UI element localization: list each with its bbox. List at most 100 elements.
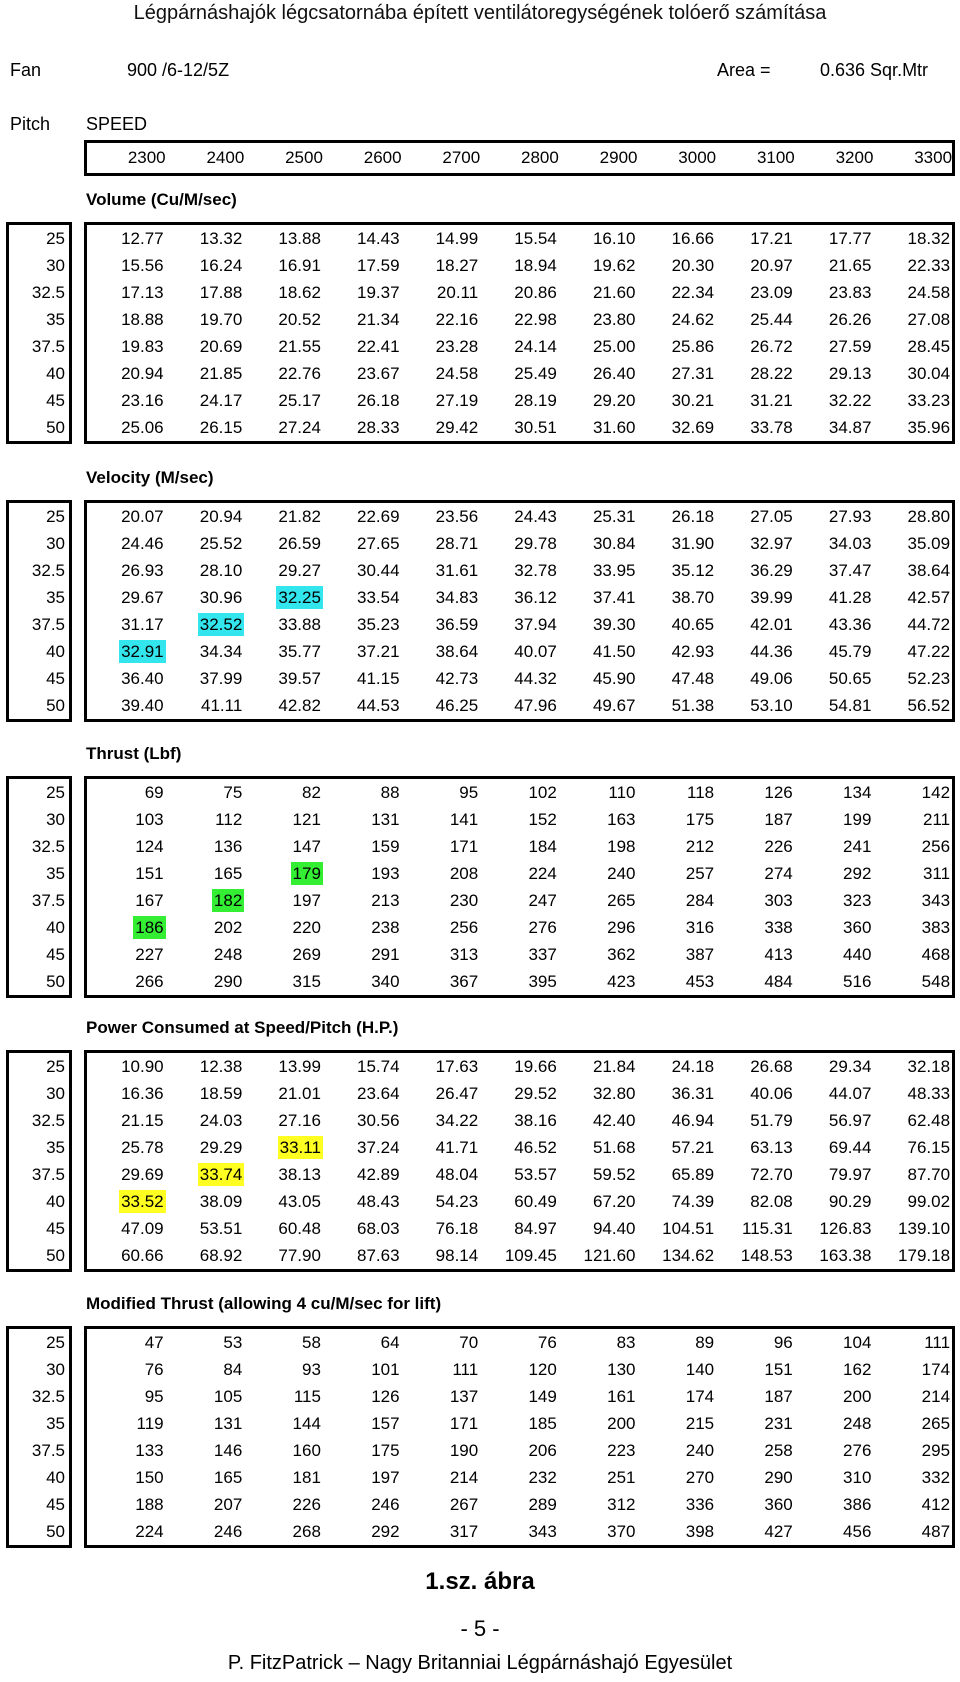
cell-value: 20.94 xyxy=(121,364,164,383)
cell-value: 45.79 xyxy=(828,642,872,661)
cell-value: 38.64 xyxy=(435,642,479,661)
cell-value: 48.43 xyxy=(357,1192,400,1211)
table-row: 60.66 68.92 77.90 87.63 98.14 109.45 121.60 134… xyxy=(87,1242,952,1269)
cell-value: 16.91 xyxy=(278,256,321,275)
table-cell: 148.53 xyxy=(716,1242,795,1269)
cell-value: 19.70 xyxy=(199,310,243,329)
cell-value: 39.40 xyxy=(121,696,164,715)
table-cell: 17.88 xyxy=(166,279,245,306)
cell-value: 23.28 xyxy=(435,337,479,356)
table-cell: 337 xyxy=(480,941,559,968)
cell-value: 148.53 xyxy=(740,1246,793,1265)
pitch-column: 25 30 32.5 35 37.5 40 45 50 xyxy=(6,776,72,998)
cell-value: 343 xyxy=(528,1522,557,1541)
cell-value: 265 xyxy=(607,891,636,910)
cell-value: 22.98 xyxy=(514,310,557,329)
table-cell: 15.74 xyxy=(323,1053,402,1080)
cell-value: 15.74 xyxy=(357,1057,400,1076)
table-cell: 39.30 xyxy=(559,611,638,638)
table-cell: 111 xyxy=(402,1356,481,1383)
cell-value: 29.69 xyxy=(121,1165,164,1184)
table-cell: 224 xyxy=(480,860,559,887)
table-row: 188 207 226 246 267 289 312 336 360 386 412 xyxy=(87,1491,952,1518)
area-label: Area = xyxy=(717,60,771,80)
cell-value: 22.34 xyxy=(671,283,715,302)
cell-value: 317 xyxy=(449,1522,479,1541)
cell-value: 74.39 xyxy=(671,1192,715,1211)
table-cell: 139.10 xyxy=(873,1215,952,1242)
table-cell: 240 xyxy=(637,1437,716,1464)
table-cell: 292 xyxy=(323,1518,402,1545)
table-cell: 59.52 xyxy=(559,1161,638,1188)
cell-value: 246 xyxy=(213,1522,243,1541)
fan-model: 900 /6-12/5Z xyxy=(127,60,230,80)
cell-value: 227 xyxy=(135,945,164,964)
table-cell: 42.93 xyxy=(637,638,716,665)
data-table: 12.77 13.32 13.88 14.43 14.99 15.54 16.10 16.66… xyxy=(84,222,955,444)
table-cell: 17.59 xyxy=(323,252,402,279)
table-cell: 34.22 xyxy=(402,1107,481,1134)
pitch-value: 37.5 xyxy=(31,337,65,356)
table-cell: 152 xyxy=(480,806,559,833)
table-cell: 76 xyxy=(480,1329,559,1356)
table-cell: 28.22 xyxy=(716,360,795,387)
table-cell: 34.34 xyxy=(166,638,245,665)
table-cell: 42.73 xyxy=(402,665,481,692)
table-cell: 274 xyxy=(716,860,795,887)
table-cell: 395 xyxy=(480,968,559,995)
cell-value: 39.30 xyxy=(592,615,636,634)
table-cell: 58 xyxy=(244,1329,323,1356)
cell-value: 23.83 xyxy=(828,283,872,302)
table-cell: 412 xyxy=(873,1491,952,1518)
cell-value: 20.52 xyxy=(278,310,321,329)
table-row: 24.46 25.52 26.59 27.65 28.71 29.78 30.84 31.90… xyxy=(87,530,952,557)
pitch-value: 50 xyxy=(46,1246,65,1265)
cell-value: 207 xyxy=(213,1495,243,1514)
table-cell: 230 xyxy=(402,887,481,914)
cell-value: 343 xyxy=(921,891,951,910)
cell-value: 29.52 xyxy=(514,1084,557,1103)
cell-value: 24.17 xyxy=(199,391,243,410)
cell-value: 25.86 xyxy=(671,337,715,356)
cell-value: 17.63 xyxy=(435,1057,479,1076)
table-cell: 200 xyxy=(559,1410,638,1437)
table-cell: 179.18 xyxy=(873,1242,952,1269)
table-cell: 33.54 xyxy=(323,584,402,611)
cell-value: 20.86 xyxy=(514,283,557,302)
cell-value: 291 xyxy=(371,945,400,964)
table-cell: 29.69 xyxy=(87,1161,166,1188)
cell-value: 215 xyxy=(685,1414,715,1433)
cell-value: 139.10 xyxy=(898,1219,951,1238)
table-cell: 27.65 xyxy=(323,530,402,557)
cell-value: 22.41 xyxy=(357,337,400,356)
pitch-value: 45 xyxy=(46,945,65,964)
table-cell: 383 xyxy=(873,914,952,941)
cell-value: 28.19 xyxy=(514,391,557,410)
cell-value: 44.36 xyxy=(750,642,793,661)
table-cell: 18.62 xyxy=(244,279,323,306)
cell-value: 27.65 xyxy=(357,534,400,553)
table-cell: 32.22 xyxy=(795,387,874,414)
table-cell: 41.71 xyxy=(402,1134,481,1161)
table-cell: 211 xyxy=(873,806,952,833)
pitch-value: 35 xyxy=(46,1138,65,1157)
table-cell: 60.48 xyxy=(244,1215,323,1242)
cell-value: 174 xyxy=(921,1360,951,1379)
table-row: 103 112 121 131 141 152 163 175 187 199 211 xyxy=(87,806,952,833)
table-cell: 179 xyxy=(244,860,323,887)
cell-value: 25.52 xyxy=(199,534,243,553)
table-cell: 30.44 xyxy=(323,557,402,584)
table-cell: 29.34 xyxy=(795,1053,874,1080)
table-cell: 53.51 xyxy=(166,1215,245,1242)
table-cell: 130 xyxy=(559,1356,638,1383)
pitch-value: 50 xyxy=(46,972,65,991)
speed-header-row: 2300 2400 2500 2600 2700 2800 2900 3000 3100 3200… xyxy=(84,140,955,176)
table-cell: 49.67 xyxy=(559,692,638,719)
table-row: 47.09 53.51 60.48 68.03 76.18 84.97 94.40 104.5… xyxy=(87,1215,952,1242)
table-cell: 21.82 xyxy=(244,503,323,530)
table-cell: 99.02 xyxy=(873,1188,952,1215)
data-table: 69 75 82 88 95 102 110 118 126 134 142 103 112 121 131… xyxy=(84,776,955,998)
table-cell: 20.11 xyxy=(402,279,481,306)
table-cell: 60.49 xyxy=(480,1188,559,1215)
table-row: 23.16 24.17 25.17 26.18 27.19 28.19 29.20 30.21… xyxy=(87,387,952,414)
